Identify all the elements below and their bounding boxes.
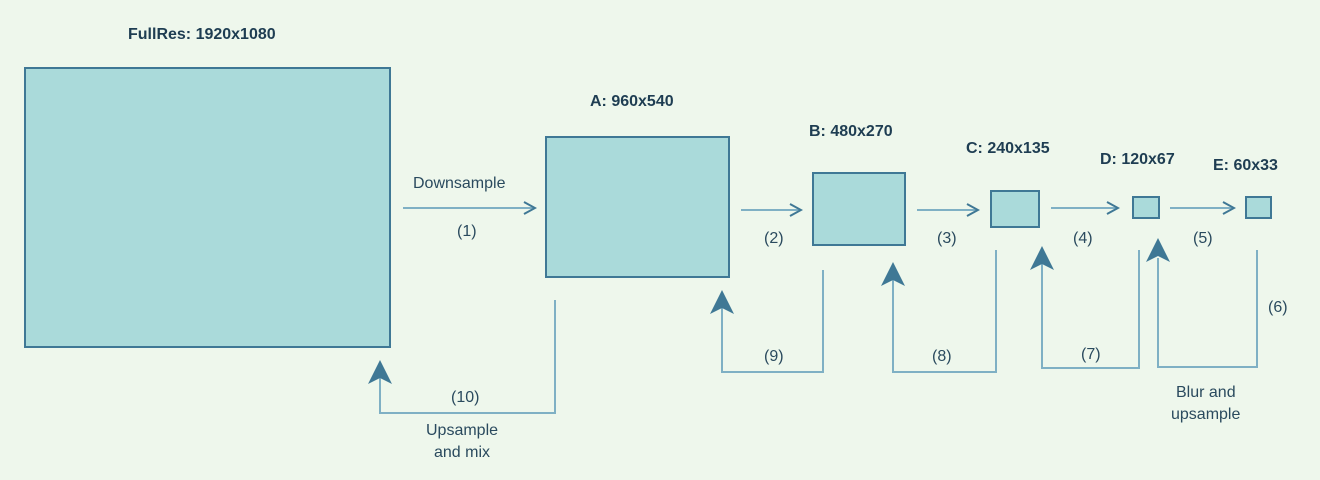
return-path-8 [892, 250, 997, 373]
step-3-label: (3) [937, 230, 957, 247]
step-8-label: (8) [932, 348, 952, 365]
step-9-label: (9) [764, 348, 784, 365]
step-1-label: (1) [457, 223, 477, 240]
return-path-7 [1041, 250, 1140, 369]
step-5-label: (5) [1193, 230, 1213, 247]
blur-upsample-line2: upsample [1171, 406, 1241, 423]
fullres-title: FullRes: 1920x1080 [128, 26, 276, 43]
step-4-label: (4) [1073, 230, 1093, 247]
return-path-10 [379, 300, 556, 414]
arrowhead-6 [1146, 238, 1170, 262]
return-path-6 [1157, 250, 1258, 368]
upsample-mix-line2: and mix [434, 444, 491, 461]
step-6-label: (6) [1268, 299, 1288, 316]
blur-upsample-line1: Blur and [1176, 384, 1236, 401]
step-2-label: (2) [764, 230, 784, 247]
arrowhead-10 [368, 360, 392, 384]
a-title: A: 960x540 [590, 93, 674, 110]
arrowhead-8 [881, 262, 905, 286]
step-7-label: (7) [1081, 346, 1101, 363]
arrowhead-7 [1030, 246, 1054, 270]
c-title: C: 240x135 [966, 140, 1050, 157]
downsample-label: Downsample [413, 175, 506, 192]
arrowhead-9 [710, 290, 734, 314]
step-10-label: (10) [451, 389, 480, 406]
b-box [812, 172, 906, 246]
c-box [990, 190, 1040, 228]
d-box [1132, 196, 1160, 219]
b-title: B: 480x270 [809, 123, 893, 140]
d-title: D: 120x67 [1100, 151, 1175, 168]
upsample-mix-line1: Upsample [426, 422, 499, 439]
a-box [545, 136, 730, 278]
e-box [1245, 196, 1272, 219]
return-path-9 [721, 270, 824, 373]
fullres-box [24, 67, 391, 348]
e-title: E: 60x33 [1213, 157, 1278, 174]
